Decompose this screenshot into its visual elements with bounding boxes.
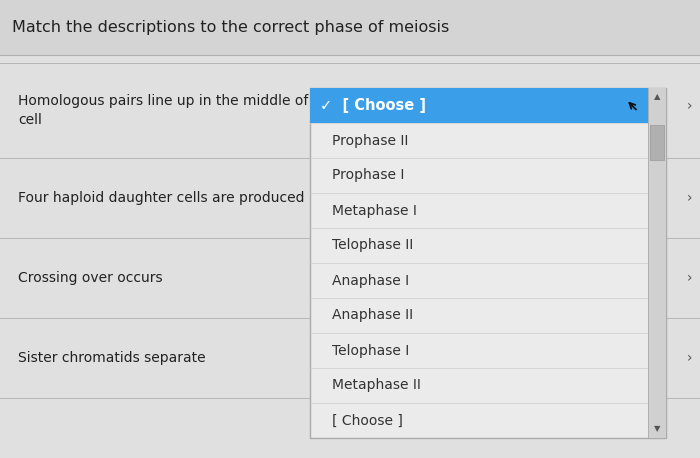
Text: Metaphase I: Metaphase I — [332, 203, 417, 218]
Bar — [310, 88, 648, 123]
Text: Anaphase I: Anaphase I — [332, 273, 409, 288]
Text: Telophase II: Telophase II — [332, 239, 413, 252]
Bar — [0, 398, 700, 458]
Bar — [310, 88, 666, 438]
Text: ▲: ▲ — [654, 93, 660, 102]
Text: [ Choose ]: [ Choose ] — [332, 414, 403, 427]
Bar — [0, 55, 700, 458]
Text: Crossing over occurs: Crossing over occurs — [18, 271, 162, 285]
Text: ›: › — [687, 191, 692, 205]
Text: ›: › — [687, 351, 692, 365]
Text: ›: › — [687, 271, 692, 285]
Text: Telophase I: Telophase I — [332, 344, 410, 358]
Text: ›: › — [687, 98, 692, 113]
Text: Prophase I: Prophase I — [332, 169, 405, 182]
Text: Prophase II: Prophase II — [332, 133, 408, 147]
Text: Homologous pairs line up in the middle of the
cell: Homologous pairs line up in the middle o… — [18, 94, 335, 127]
Text: ▼: ▼ — [654, 425, 660, 434]
Bar — [650, 125, 664, 160]
Text: ✓  [ Choose ]: ✓ [ Choose ] — [320, 98, 426, 113]
Text: Anaphase II: Anaphase II — [332, 309, 413, 322]
Text: Match the descriptions to the correct phase of meiosis: Match the descriptions to the correct ph… — [12, 20, 449, 35]
Text: Four haploid daughter cells are produced: Four haploid daughter cells are produced — [18, 191, 304, 205]
Text: Metaphase II: Metaphase II — [332, 378, 421, 393]
Text: Sister chromatids separate: Sister chromatids separate — [18, 351, 206, 365]
Bar — [648, 88, 666, 438]
Bar — [0, 0, 700, 55]
